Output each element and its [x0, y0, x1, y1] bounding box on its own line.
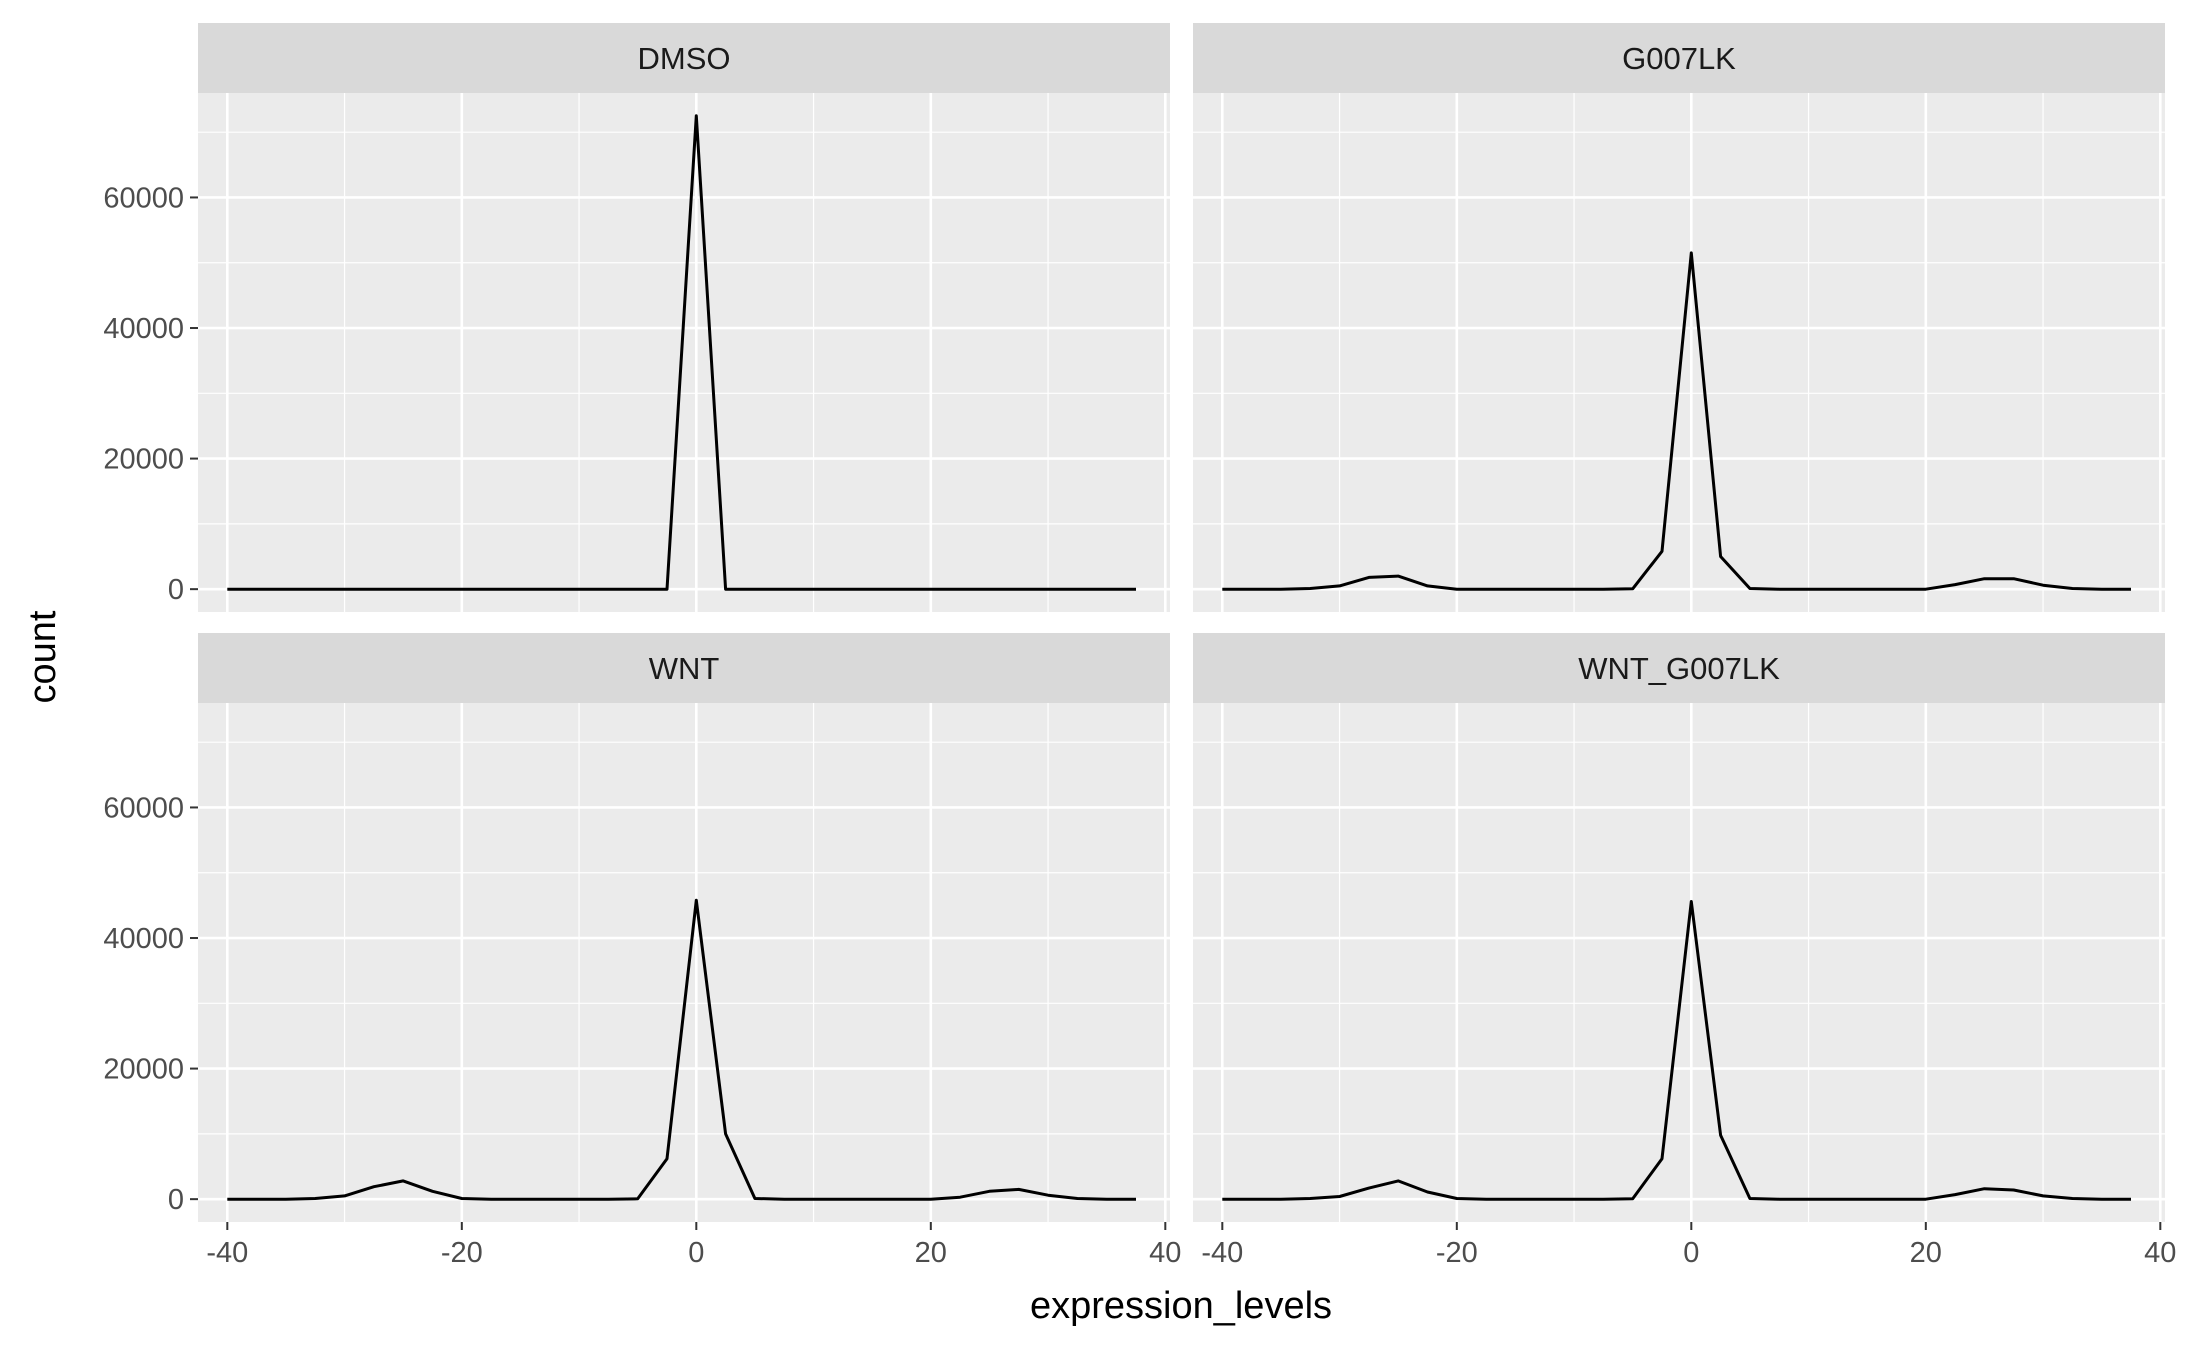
facet-panel-wnt: WNT 0 20000 40000 60000 -40 -20 0 20 40	[103, 633, 1181, 1269]
y-tick-label: 40000	[103, 923, 184, 955]
series-line	[227, 114, 1136, 591]
facet-strip-label: WNT	[649, 651, 720, 686]
facet-strip-label: G007LK	[1622, 41, 1736, 76]
panel-background	[1193, 703, 2165, 1222]
panel-background	[198, 93, 1170, 612]
x-tick-label: 0	[1683, 1237, 1699, 1269]
panel-background	[198, 703, 1170, 1222]
facet-panel-dmso: DMSO 0 20000 40000 60000	[103, 23, 1170, 612]
x-tick-label: -20	[441, 1237, 483, 1269]
x-tick-label: 40	[1149, 1237, 1181, 1269]
x-tick-label: -40	[1201, 1237, 1243, 1269]
x-tick-label: 0	[688, 1237, 704, 1269]
facet-strip	[1193, 633, 2165, 703]
x-tick-label: 20	[915, 1237, 947, 1269]
y-tick-label: 40000	[103, 313, 184, 345]
y-tick-label: 0	[168, 574, 184, 606]
facet-panel-g007lk: G007LK	[1193, 23, 2165, 612]
facet-panel-wnt-g007lk: WNT_G007LK -40 -20 0 20 40	[1193, 633, 2176, 1269]
y-tick-label: 60000	[103, 792, 184, 824]
facet-strip	[198, 633, 1170, 703]
y-tick-label: 0	[168, 1184, 184, 1216]
facet-strip-label: DMSO	[638, 41, 731, 76]
y-tick-label: 20000	[103, 1054, 184, 1086]
facet-strip	[1193, 23, 2165, 93]
facet-strip-label: WNT_G007LK	[1578, 651, 1780, 686]
x-tick-label: 20	[1910, 1237, 1942, 1269]
x-tick-label: -40	[206, 1237, 248, 1269]
x-tick-label: 40	[2144, 1237, 2176, 1269]
series-line	[1222, 251, 2131, 591]
panel-background	[1193, 93, 2165, 612]
series-line	[1222, 900, 2131, 1201]
x-tick-label: -20	[1436, 1237, 1478, 1269]
facet-strip	[198, 23, 1170, 93]
y-tick-label: 20000	[103, 444, 184, 476]
y-axis-title: count	[22, 610, 64, 703]
x-axis-title: expression_levels	[1030, 1285, 1332, 1327]
series-line	[227, 898, 1136, 1201]
y-tick-label: 60000	[103, 182, 184, 214]
